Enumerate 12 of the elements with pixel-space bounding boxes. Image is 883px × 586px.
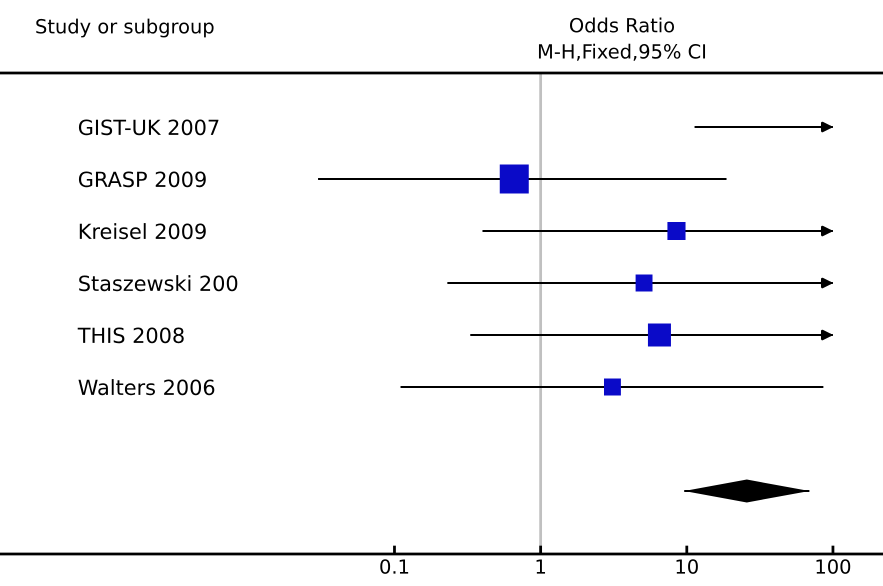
- x-tick-label: 10: [676, 559, 698, 574]
- y-tick-label: Walters 2006: [78, 379, 214, 396]
- y-tick-label: Staszewski 200: [79, 275, 238, 292]
- x-tick-label: 100: [816, 559, 850, 574]
- y-tick-label: GRASP 2009: [78, 171, 206, 188]
- y-tick-label: Kreisel 2009: [80, 223, 206, 240]
- x-tick-label: 1: [536, 559, 546, 574]
- x-tick-label: 0.1: [380, 559, 408, 574]
- y-axis-title: Study or subgroup: [36, 18, 214, 38]
- chart-title: Odds Ratio M-H,Fixed,95% CI: [538, 17, 706, 61]
- y-tick-label: THIS 2008: [78, 327, 184, 344]
- y-tick-label: GIST-UK 2007: [78, 119, 218, 136]
